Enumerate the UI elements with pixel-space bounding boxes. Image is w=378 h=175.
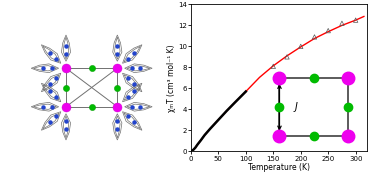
Point — [284, 55, 290, 58]
Point — [325, 29, 331, 32]
Point — [270, 65, 276, 68]
Point — [298, 45, 304, 48]
X-axis label: Temperature (K): Temperature (K) — [248, 163, 310, 172]
Point — [311, 36, 318, 38]
Point — [339, 22, 345, 25]
Point — [353, 19, 359, 22]
Y-axis label: χₘT (cm³ mol⁻¹ K): χₘT (cm³ mol⁻¹ K) — [167, 44, 176, 112]
